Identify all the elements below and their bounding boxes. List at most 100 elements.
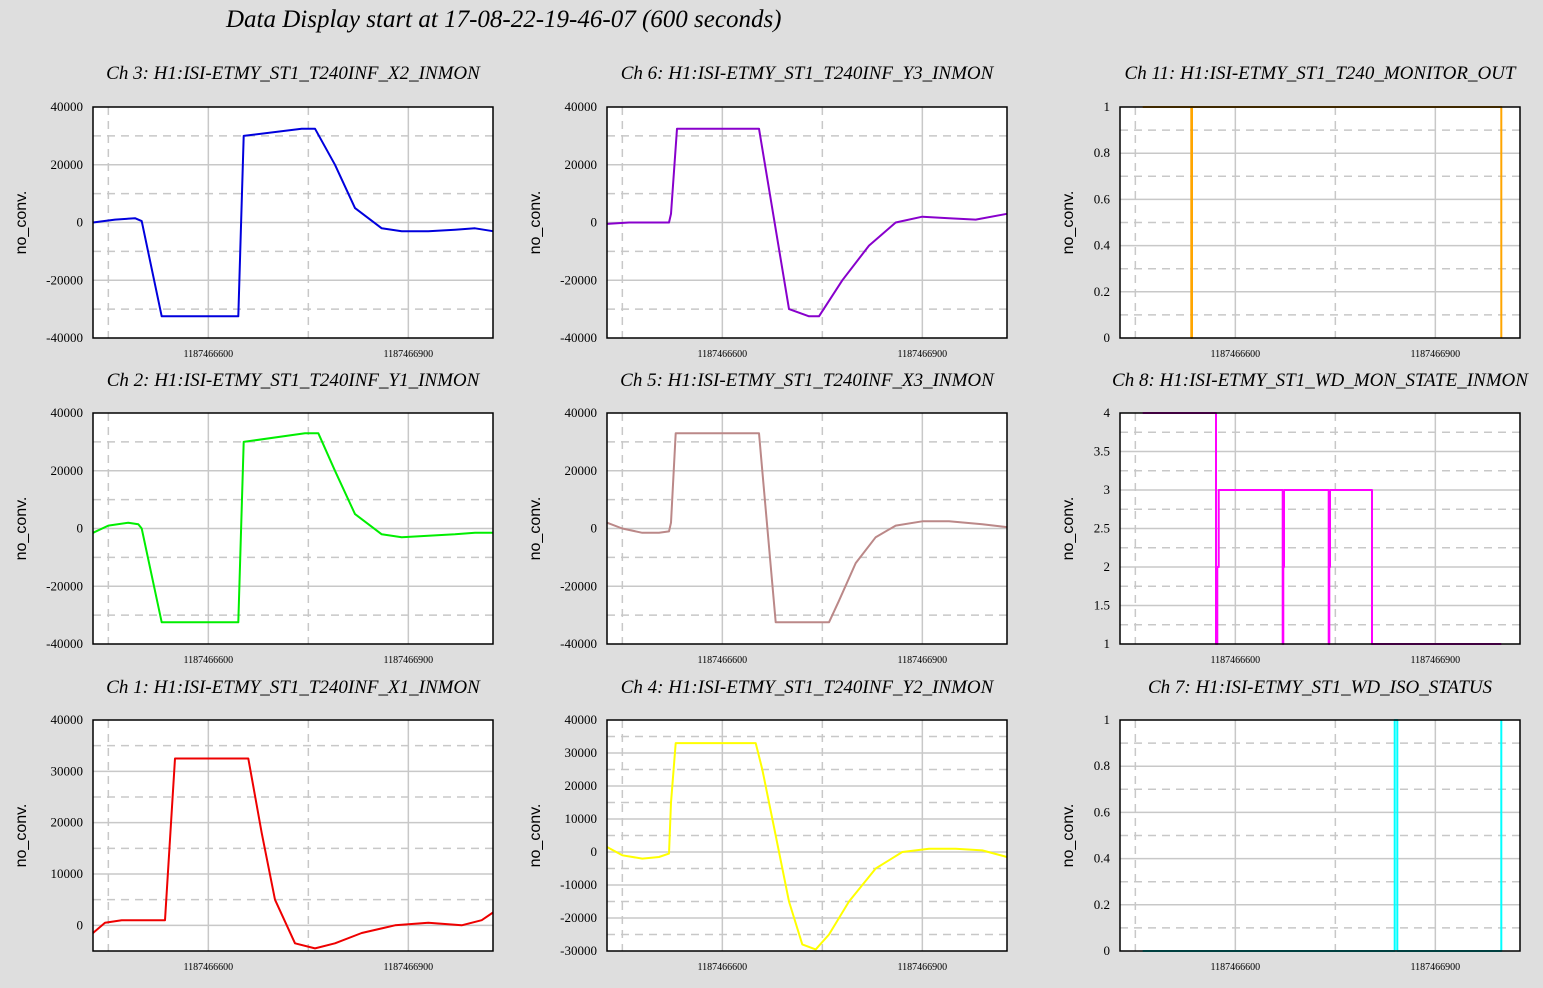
y-tick-label: 0 (77, 215, 84, 230)
y-tick-label: 20000 (51, 463, 84, 478)
series-line (606, 432, 1008, 624)
y-tick-label: 0.2 (1094, 284, 1110, 299)
chart-title: Ch 11: H1:ISI-ETMY_ST1_T240_MONITOR_OUT (1124, 63, 1516, 84)
y-tick-label: 0 (591, 844, 598, 859)
x-tick-label: 1187466600 (1211, 655, 1261, 666)
x-tick-label: 1187466600 (698, 962, 748, 973)
y-axis-label: no_conv. (13, 497, 30, 561)
x-tick-label: 1187466600 (698, 349, 748, 360)
y-tick-label: -40000 (46, 330, 83, 345)
plot-frame (606, 412, 1008, 645)
plot-frame (92, 106, 494, 339)
y-axis-label: no_conv. (1060, 804, 1077, 868)
series-line (606, 127, 1008, 318)
y-tick-label: -40000 (46, 636, 83, 651)
chart-title: Ch 8: H1:ISI-ETMY_ST1_WD_MON_STATE_INMON (1112, 370, 1528, 391)
x-tick-label: 1187466900 (898, 655, 948, 666)
chart-panel: 0 0.2 0.4 0.6 0.8 1 1187466600 1187466900 no_con… (1060, 712, 1521, 973)
y-tick-label: 40000 (51, 712, 84, 727)
y-tick-label: 0 (591, 521, 598, 536)
chart-panel: 0 10000 20000 30000 40000 1187466600 118746690… (13, 712, 494, 973)
y-axis-label: no_conv. (527, 191, 544, 255)
y-tick-label: 40000 (565, 712, 598, 727)
x-tick-label: 1187466900 (1411, 962, 1461, 973)
plot-area (93, 720, 493, 951)
y-tick-label: 0 (1104, 943, 1111, 958)
y-tick-label: 3 (1104, 482, 1111, 497)
y-axis-label: no_conv. (1060, 191, 1077, 255)
y-tick-label: 3.5 (1094, 444, 1110, 459)
y-tick-label: 20000 (565, 778, 598, 793)
series-line (1142, 412, 1502, 645)
y-axis-label: no_conv. (527, 804, 544, 868)
y-tick-label: 1 (1104, 636, 1111, 651)
x-tick-label: 1187466900 (1411, 349, 1461, 360)
y-tick-label: 0 (591, 215, 598, 230)
y-tick-label: 0.4 (1094, 238, 1111, 253)
chart-panel: 1 1.5 2 2.5 3 3.5 4 1187466600 1187466900 no_conv… (1060, 405, 1521, 666)
x-tick-label: 1187466600 (1211, 349, 1261, 360)
y-tick-label: 0.2 (1094, 897, 1110, 912)
y-tick-label: -20000 (46, 578, 83, 593)
y-tick-label: 0 (77, 521, 84, 536)
y-tick-label: 1 (1104, 712, 1111, 727)
y-tick-label: -40000 (560, 330, 597, 345)
page-title: Data Display start at 17-08-22-19-46-07 … (226, 6, 782, 33)
series-line (92, 432, 493, 624)
y-tick-label: 20000 (51, 815, 84, 830)
y-tick-label: 0.8 (1094, 758, 1110, 773)
y-tick-label: -40000 (560, 636, 597, 651)
chart-title: Ch 2: H1:ISI-ETMY_ST1_T240INF_Y1_INMON (106, 370, 480, 391)
y-tick-label: 30000 (51, 763, 84, 778)
series-line (92, 127, 494, 318)
chart-panel: -40000 -20000 0 20000 40000 1187466600 1187466… (13, 405, 494, 666)
x-tick-label: 1187466900 (384, 349, 434, 360)
y-tick-label: 2.5 (1094, 521, 1110, 536)
plot-frame (92, 719, 494, 952)
chart-panel: 0 0.2 0.4 0.6 0.8 1 1187466600 1187466900 no_con… (1060, 99, 1521, 360)
chart-title: Ch 1: H1:ISI-ETMY_ST1_T240INF_X1_INMON (106, 677, 480, 698)
plot-frame (1119, 719, 1521, 952)
chart-panel: -40000 -20000 0 20000 40000 1187466600 1187466… (527, 405, 1008, 666)
y-axis-label: no_conv. (13, 191, 30, 255)
y-tick-label: 0.6 (1094, 804, 1111, 819)
chart-title: Ch 4: H1:ISI-ETMY_ST1_T240INF_Y2_INMON (620, 677, 994, 698)
y-tick-label: 2 (1104, 559, 1111, 574)
y-tick-label: 1 (1104, 99, 1111, 114)
plot-frame (606, 719, 1008, 952)
x-tick-label: 1187466900 (1411, 655, 1461, 666)
series-line (606, 742, 1008, 951)
x-tick-label: 1187466900 (384, 655, 434, 666)
y-tick-label: 20000 (565, 157, 598, 172)
y-tick-label: -20000 (46, 272, 83, 287)
y-tick-label: 40000 (565, 405, 598, 420)
x-tick-label: 1187466900 (898, 349, 948, 360)
plot-frame (1119, 106, 1521, 339)
y-tick-label: -20000 (560, 578, 597, 593)
y-tick-label: 40000 (51, 99, 84, 114)
y-tick-label: 20000 (51, 157, 84, 172)
y-axis-label: no_conv. (527, 497, 544, 561)
chart-panel: -40000 -20000 0 20000 40000 1187466600 1187466… (13, 99, 494, 360)
y-tick-label: -20000 (560, 272, 597, 287)
plot-frame (92, 412, 494, 645)
y-tick-label: -20000 (560, 910, 597, 925)
y-tick-label: 40000 (51, 405, 84, 420)
y-tick-label: 0.6 (1094, 191, 1111, 206)
series-line (92, 757, 494, 950)
chart-title: Ch 5: H1:ISI-ETMY_ST1_T240INF_X3_INMON (620, 370, 994, 391)
chart-title: Ch 3: H1:ISI-ETMY_ST1_T240INF_X2_INMON (106, 63, 480, 84)
x-tick-label: 1187466900 (384, 962, 434, 973)
y-axis-label: no_conv. (13, 804, 30, 868)
chart-title: Ch 6: H1:ISI-ETMY_ST1_T240INF_Y3_INMON (620, 63, 994, 84)
y-axis-label: no_conv. (1060, 497, 1077, 561)
y-tick-label: 40000 (565, 99, 598, 114)
chart-panel: -40000 -20000 0 20000 40000 1187466600 1187466… (527, 99, 1008, 360)
plot-frame (606, 106, 1008, 339)
y-tick-label: 0.4 (1094, 851, 1111, 866)
y-tick-label: 0 (77, 917, 84, 932)
y-tick-label: -10000 (560, 877, 597, 892)
x-tick-label: 1187466600 (184, 349, 234, 360)
y-tick-label: 10000 (565, 811, 598, 826)
